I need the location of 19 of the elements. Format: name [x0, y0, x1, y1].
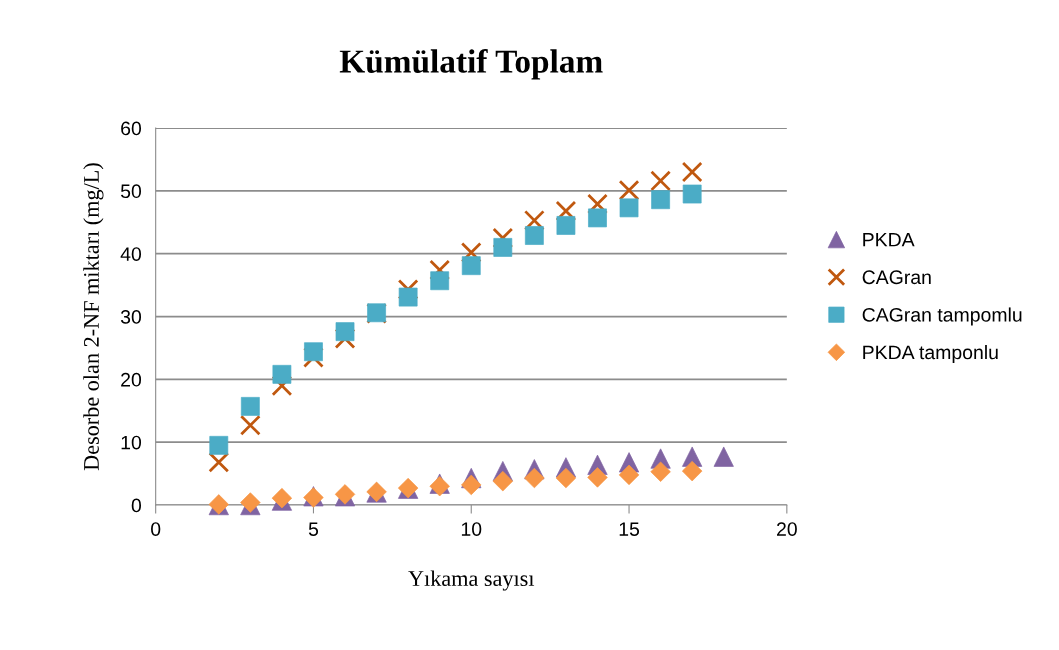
x-axis-title: Yıkama sayısı: [408, 570, 535, 591]
y-tick-label: 0: [131, 498, 142, 513]
x-tick-label: 0: [151, 522, 161, 536]
y-tick-label: 40: [120, 247, 142, 261]
x-tick-label: 20: [777, 522, 797, 536]
x-tick-label: 10: [461, 522, 482, 536]
chart-title: Kümülatif Toplam: [339, 49, 603, 80]
legend-label: CAGran tampomlu: [862, 307, 1022, 326]
y-tick-label: 50: [120, 184, 142, 199]
legend-label: CAGran: [862, 270, 931, 285]
y-axis-title: Desorbe olan 2-NF miktarı (mg/L): [83, 163, 104, 471]
y-tick-label: 60: [121, 121, 142, 136]
x-tick-label: 15: [619, 522, 640, 536]
y-tick-label: 20: [121, 372, 142, 387]
legend-label: PKDA tamponlu: [863, 344, 998, 364]
y-tick-label: 10: [121, 435, 142, 450]
legend-label: PKDA: [863, 233, 915, 247]
y-tick-label: 30: [120, 310, 142, 324]
x-tick-label: 5: [308, 522, 319, 536]
